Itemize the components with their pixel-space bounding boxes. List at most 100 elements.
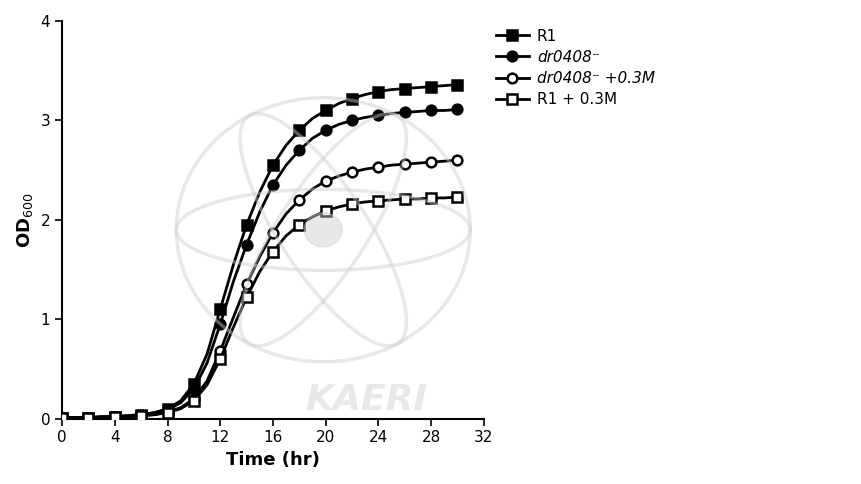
R1 + 0.3M — [70, 415, 80, 421]
dr0408⁻ — [438, 107, 449, 113]
R1 — [228, 262, 238, 268]
dr0408⁻ — [57, 415, 67, 421]
R1 + 0.3M — [176, 406, 186, 411]
R1 — [373, 89, 383, 94]
R1 — [96, 414, 107, 420]
R1 + 0.3M — [452, 194, 462, 200]
dr0408⁻ — [70, 415, 80, 421]
dr0408⁻ +0.3M — [162, 409, 172, 415]
R1 — [346, 96, 356, 102]
dr0408⁻ — [254, 209, 264, 215]
dr0408⁻ +0.3M — [201, 378, 212, 384]
R1 — [201, 351, 212, 357]
R1 + 0.3M — [96, 415, 107, 421]
dr0408⁻ +0.3M — [294, 197, 304, 203]
Text: KAERI: KAERI — [305, 383, 426, 417]
R1 — [333, 101, 344, 106]
R1 + 0.3M — [438, 195, 449, 201]
dr0408⁻ — [373, 113, 383, 119]
R1 + 0.3M — [400, 196, 410, 202]
Line: dr0408⁻ +0.3M: dr0408⁻ +0.3M — [57, 155, 461, 423]
dr0408⁻ — [268, 182, 278, 188]
R1 — [214, 306, 225, 312]
dr0408⁻ +0.3M — [346, 169, 356, 175]
dr0408⁻ +0.3M — [241, 282, 251, 287]
dr0408⁻ +0.3M — [214, 348, 225, 354]
dr0408⁻ +0.3M — [386, 162, 396, 168]
Line: dr0408⁻: dr0408⁻ — [57, 105, 461, 423]
R1 + 0.3M — [228, 324, 238, 330]
R1 — [320, 107, 331, 113]
dr0408⁻ — [122, 413, 133, 419]
dr0408⁻ — [425, 107, 436, 113]
dr0408⁻ — [109, 414, 120, 420]
R1 + 0.3M — [281, 233, 291, 239]
dr0408⁻ +0.3M — [70, 415, 80, 421]
dr0408⁻ +0.3M — [189, 396, 199, 402]
dr0408⁻ — [162, 407, 172, 412]
dr0408⁻ — [346, 118, 356, 123]
dr0408⁻ — [201, 360, 212, 366]
dr0408⁻ +0.3M — [109, 414, 120, 420]
R1 — [70, 415, 80, 421]
dr0408⁻ +0.3M — [360, 166, 370, 172]
dr0408⁻ +0.3M — [136, 413, 146, 419]
dr0408⁻ — [149, 410, 159, 416]
dr0408⁻ +0.3M — [176, 405, 186, 410]
R1 — [360, 91, 370, 97]
R1 + 0.3M — [412, 196, 423, 202]
dr0408⁻ +0.3M — [452, 157, 462, 163]
dr0408⁻ +0.3M — [320, 178, 331, 184]
X-axis label: Time (hr): Time (hr) — [226, 451, 319, 469]
dr0408⁻ — [214, 321, 225, 327]
R1 — [149, 410, 159, 416]
dr0408⁻ +0.3M — [412, 160, 423, 166]
dr0408⁻ +0.3M — [57, 415, 67, 421]
Y-axis label: OD$_{600}$: OD$_{600}$ — [15, 192, 35, 248]
R1 + 0.3M — [254, 269, 264, 274]
dr0408⁻ +0.3M — [438, 158, 449, 164]
dr0408⁻ — [386, 110, 396, 116]
Circle shape — [304, 213, 342, 247]
R1 + 0.3M — [149, 412, 159, 418]
R1 + 0.3M — [57, 415, 67, 421]
R1 + 0.3M — [162, 410, 172, 416]
R1 — [136, 412, 146, 418]
dr0408⁻ — [360, 115, 370, 121]
dr0408⁻ +0.3M — [84, 415, 94, 421]
R1 + 0.3M — [84, 415, 94, 421]
R1 + 0.3M — [214, 356, 225, 362]
R1 + 0.3M — [346, 201, 356, 207]
R1 + 0.3M — [201, 382, 212, 388]
dr0408⁻ — [136, 412, 146, 418]
R1 — [241, 222, 251, 227]
dr0408⁻ +0.3M — [333, 173, 344, 179]
dr0408⁻ +0.3M — [307, 186, 318, 192]
dr0408⁻ — [320, 127, 331, 133]
R1 — [425, 84, 436, 90]
R1 — [438, 83, 449, 89]
dr0408⁻ — [294, 147, 304, 153]
R1 + 0.3M — [136, 413, 146, 419]
R1 — [254, 189, 264, 195]
dr0408⁻ +0.3M — [254, 254, 264, 259]
R1 + 0.3M — [320, 208, 331, 214]
dr0408⁻ — [400, 109, 410, 115]
dr0408⁻ — [241, 242, 251, 248]
R1 + 0.3M — [189, 398, 199, 404]
dr0408⁻ — [333, 121, 344, 127]
R1 — [281, 142, 291, 148]
R1 + 0.3M — [122, 414, 133, 420]
R1 — [412, 85, 423, 91]
Line: R1 + 0.3M: R1 + 0.3M — [57, 192, 461, 423]
dr0408⁻ — [281, 162, 291, 168]
dr0408⁻ — [84, 415, 94, 421]
R1 + 0.3M — [294, 222, 304, 227]
R1 — [109, 414, 120, 420]
R1 + 0.3M — [333, 204, 344, 210]
Line: R1: R1 — [57, 80, 461, 423]
dr0408⁻ +0.3M — [96, 415, 107, 421]
dr0408⁻ +0.3M — [425, 159, 436, 165]
R1 — [268, 162, 278, 168]
R1 — [57, 415, 67, 421]
